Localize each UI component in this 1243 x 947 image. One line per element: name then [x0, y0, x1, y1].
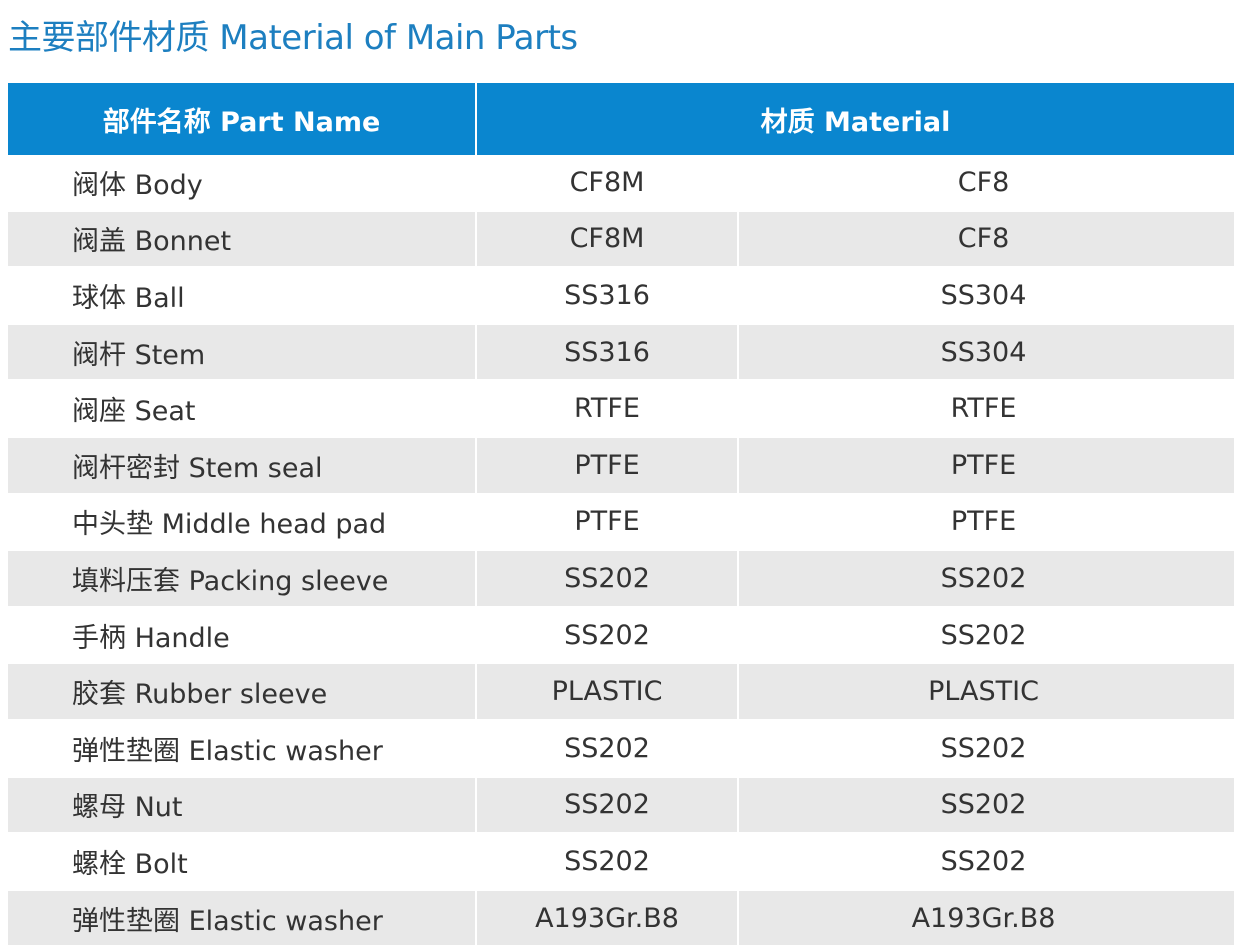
material-cell-1: CF8M — [476, 210, 739, 269]
part-name-cell: 螺栓 Bolt — [8, 833, 477, 891]
table-row: 弹性垫圈 Elastic washer A193Gr.B8 A193Gr.B8 — [8, 889, 1235, 947]
part-name-cell: 填料压套 Packing sleeve — [8, 550, 477, 608]
table-row: 阀杆密封 Stem seal PTFE PTFE — [8, 436, 1235, 495]
part-name-cell: 球体 Ball — [8, 267, 477, 325]
table-row: 手柄 Handle SS202 SS202 — [8, 606, 1235, 665]
table-row: 填料压套 Packing sleeve SS202 SS202 — [8, 550, 1235, 608]
material-cell-2: SS304 — [738, 267, 1235, 325]
part-name-cell: 手柄 Handle — [8, 606, 477, 665]
part-name-cell: 阀盖 Bonnet — [8, 210, 477, 269]
part-name-cell: 弹性垫圈 Elastic washer — [8, 719, 477, 778]
table-header-row: 部件名称 Part Name 材质 Material — [8, 83, 1235, 155]
table-row: 阀盖 Bonnet CF8M CF8 — [8, 210, 1235, 269]
material-cell-1: SS316 — [476, 323, 739, 382]
material-cell-2: PTFE — [738, 436, 1235, 495]
table-row: 阀座 Seat RTFE RTFE — [8, 380, 1235, 438]
table-row: 螺母 Nut SS202 SS202 — [8, 776, 1235, 835]
material-cell-1: SS202 — [476, 606, 739, 665]
material-cell-1: PTFE — [476, 436, 739, 495]
materials-table: 部件名称 Part Name 材质 Material 阀体 Body CF8M CF… — [8, 83, 1235, 947]
part-name-cell: 胶套 Rubber sleeve — [8, 663, 477, 721]
table-row: 弹性垫圈 Elastic washer SS202 SS202 — [8, 719, 1235, 778]
material-cell-1: SS202 — [476, 719, 739, 778]
table-row: 阀杆 Stem SS316 SS304 — [8, 323, 1235, 382]
material-cell-1: PTFE — [476, 493, 739, 552]
table-row: 螺栓 Bolt SS202 SS202 — [8, 833, 1235, 891]
material-cell-1: SS202 — [476, 776, 739, 835]
material-cell-2: SS202 — [738, 833, 1235, 891]
table-row: 中头垫 Middle head pad PTFE PTFE — [8, 493, 1235, 552]
material-cell-1: CF8M — [476, 155, 739, 212]
material-cell-2: PTFE — [738, 493, 1235, 552]
material-cell-1: SS316 — [476, 267, 739, 325]
material-cell-1: SS202 — [476, 550, 739, 608]
table-row: 胶套 Rubber sleeve PLASTIC PLASTIC — [8, 663, 1235, 721]
material-cell-1: A193Gr.B8 — [476, 889, 739, 947]
part-name-cell: 阀杆 Stem — [8, 323, 477, 382]
material-cell-2: SS202 — [738, 776, 1235, 835]
part-name-cell: 阀体 Body — [8, 155, 477, 212]
part-name-cell: 阀杆密封 Stem seal — [8, 436, 477, 495]
part-name-cell: 螺母 Nut — [8, 776, 477, 835]
material-cell-2: RTFE — [738, 380, 1235, 438]
material-cell-2: CF8 — [738, 155, 1235, 212]
header-material: 材质 Material — [476, 83, 1235, 155]
header-part-name: 部件名称 Part Name — [8, 83, 477, 155]
material-cell-1: RTFE — [476, 380, 739, 438]
material-cell-2: SS202 — [738, 719, 1235, 778]
material-cell-1: PLASTIC — [476, 663, 739, 721]
material-cell-2: A193Gr.B8 — [738, 889, 1235, 947]
material-cell-2: SS202 — [738, 550, 1235, 608]
part-name-cell: 弹性垫圈 Elastic washer — [8, 889, 477, 947]
table-row: 阀体 Body CF8M CF8 — [8, 155, 1235, 212]
table-row: 球体 Ball SS316 SS304 — [8, 267, 1235, 325]
material-cell-2: SS304 — [738, 323, 1235, 382]
material-cell-2: PLASTIC — [738, 663, 1235, 721]
page-title: 主要部件材质 Material of Main Parts — [8, 18, 578, 58]
material-cell-2: CF8 — [738, 210, 1235, 269]
material-cell-2: SS202 — [738, 606, 1235, 665]
part-name-cell: 中头垫 Middle head pad — [8, 493, 477, 552]
part-name-cell: 阀座 Seat — [8, 380, 477, 438]
material-cell-1: SS202 — [476, 833, 739, 891]
